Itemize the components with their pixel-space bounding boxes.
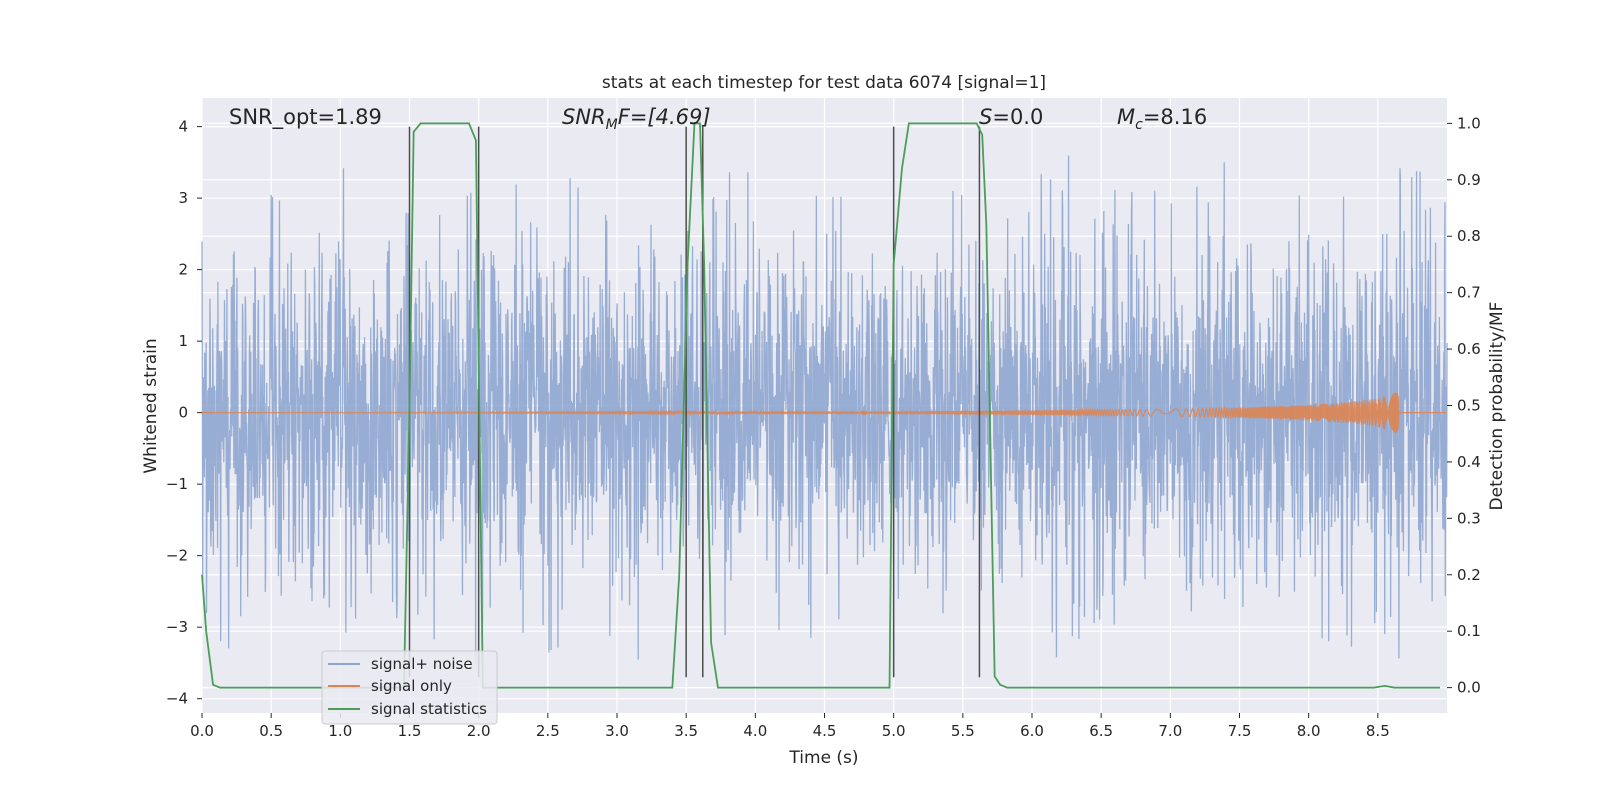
y2-tick-label: 0.0 bbox=[1457, 679, 1481, 697]
x-tick-label: 0.0 bbox=[190, 722, 214, 740]
y-tick-label: 0 bbox=[178, 404, 188, 422]
y-tick-label: 3 bbox=[178, 189, 188, 207]
y2-tick-label: 0.2 bbox=[1457, 566, 1481, 584]
x-tick-label: 1.5 bbox=[398, 722, 422, 740]
annotation-s: S=0.0 bbox=[979, 105, 1043, 129]
x-tick-label: 3.5 bbox=[674, 722, 698, 740]
x-tick-label: 0.5 bbox=[259, 722, 283, 740]
y-tick-label: −3 bbox=[166, 618, 188, 636]
x-tick-label: 1.0 bbox=[328, 722, 352, 740]
x-tick-label: 3.0 bbox=[605, 722, 629, 740]
y-tick-label: 2 bbox=[178, 261, 188, 279]
x-tick-label: 6.0 bbox=[1020, 722, 1044, 740]
chart-title: stats at each timestep for test data 607… bbox=[602, 73, 1046, 93]
legend-label-signal: signal only bbox=[371, 677, 452, 695]
annotation-snr-opt: SNR_opt=1.89 bbox=[229, 105, 382, 130]
annotation-mc: Mc=8.16 bbox=[1117, 105, 1207, 133]
y-tick-label: 1 bbox=[178, 332, 188, 350]
y-tick-label: 4 bbox=[178, 118, 188, 136]
y2-tick-label: 0.8 bbox=[1457, 227, 1481, 245]
x-tick-label: 5.5 bbox=[951, 722, 975, 740]
legend: signal+ noise signal only signal statist… bbox=[321, 650, 498, 725]
annotation-snr-mf-rest: F=[4.69] bbox=[618, 105, 711, 129]
x-tick-label: 4.0 bbox=[743, 722, 767, 740]
y2-tick-label: 0.9 bbox=[1457, 171, 1481, 189]
x-tick-label: 2.5 bbox=[536, 722, 560, 740]
x-tick-label: 5.0 bbox=[882, 722, 906, 740]
annotation-snr-mf: SNRMF=[4.69] bbox=[562, 105, 711, 133]
annotation-mc-sub: c bbox=[1135, 117, 1143, 133]
y-tick-label: −1 bbox=[166, 475, 188, 493]
y2-tick-label: 0.6 bbox=[1457, 340, 1481, 358]
y2-tick-label: 0.1 bbox=[1457, 622, 1481, 640]
tick-layer: 0.0 0.5 1.0 1.5 2.0 2.5 3.0 3.5 4.0 4.5 5.0 5.5 6.0 6… bbox=[166, 114, 1481, 740]
annotation-s-italic: S bbox=[979, 105, 992, 129]
annotation-snr-mf-main: SNR bbox=[562, 105, 606, 129]
legend-box bbox=[321, 650, 498, 725]
y-tick-label: −2 bbox=[166, 547, 188, 565]
x-tick-label: 8.5 bbox=[1366, 722, 1390, 740]
x-axis-label: Time (s) bbox=[788, 748, 858, 768]
y2-tick-label: 1.0 bbox=[1457, 114, 1481, 132]
series-signal-only-line bbox=[202, 392, 1447, 433]
x-tick-label: 2.0 bbox=[467, 722, 491, 740]
legend-label-statistics: signal statistics bbox=[371, 700, 487, 718]
plot-layer bbox=[201, 122, 1448, 689]
x-tick-label: 4.5 bbox=[813, 722, 837, 740]
y2-tick-label: 0.5 bbox=[1457, 397, 1481, 415]
y2-tick-label: 0.3 bbox=[1457, 509, 1481, 527]
annotation-mc-rest: =8.16 bbox=[1143, 105, 1207, 129]
x-tick-label: 8.0 bbox=[1297, 722, 1321, 740]
x-tick-label: 6.5 bbox=[1089, 722, 1113, 740]
annotation-mc-main: M bbox=[1117, 105, 1135, 129]
x-tick-label: 7.5 bbox=[1228, 722, 1252, 740]
y-axis-label: Whitened strain bbox=[141, 338, 161, 473]
series-signal-statistics-line bbox=[201, 122, 1441, 689]
y2-tick-label: 0.7 bbox=[1457, 284, 1481, 302]
x-tick-label: 7.0 bbox=[1158, 722, 1182, 740]
y2-axis-label: Detection probability/MF bbox=[1487, 302, 1507, 511]
annotation-snr-mf-sub: M bbox=[606, 117, 618, 133]
annotation-s-rest: =0.0 bbox=[992, 105, 1043, 129]
legend-label-noise: signal+ noise bbox=[371, 655, 473, 673]
y2-tick-label: 0.4 bbox=[1457, 453, 1481, 471]
y-tick-label: −4 bbox=[166, 690, 188, 708]
